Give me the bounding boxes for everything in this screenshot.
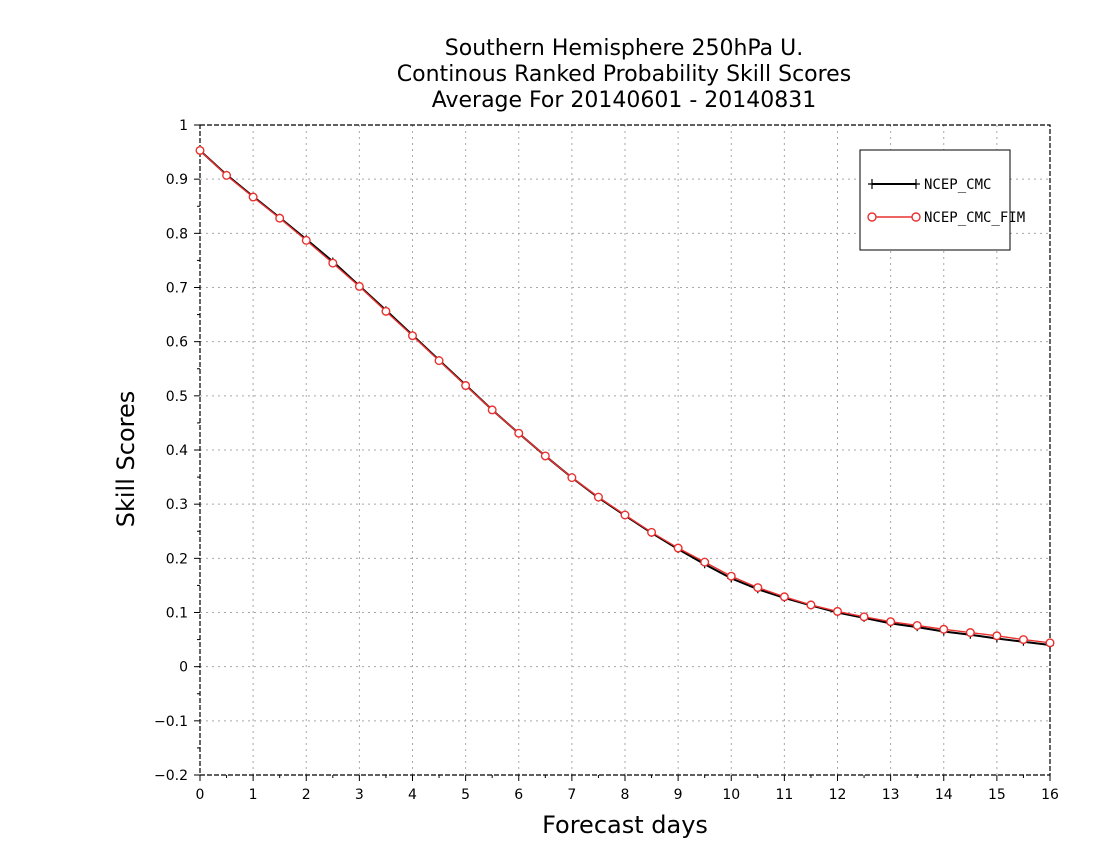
y-tick-label: 0.1 bbox=[166, 606, 188, 622]
legend-item: NCEP_CMC_FIM bbox=[867, 210, 1025, 226]
x-tick-label: 1 bbox=[249, 787, 258, 803]
data-point bbox=[992, 631, 1002, 641]
series-ncep-cmc-fim bbox=[195, 145, 1055, 648]
data-point bbox=[514, 428, 524, 438]
data-point bbox=[408, 331, 418, 341]
legend-label: NCEP_CMC_FIM bbox=[924, 210, 1025, 226]
data-point bbox=[434, 356, 444, 366]
data-point bbox=[965, 628, 975, 638]
chart-title-line-1: Southern Hemisphere 250hPa U. bbox=[444, 36, 804, 61]
data-point bbox=[1045, 638, 1055, 648]
data-point bbox=[779, 592, 789, 602]
y-tick-label: 0.4 bbox=[166, 443, 188, 459]
data-point bbox=[912, 621, 922, 631]
data-point bbox=[1018, 635, 1028, 645]
series-layer bbox=[195, 145, 1055, 649]
x-tick-label: 10 bbox=[722, 787, 740, 803]
data-point bbox=[248, 192, 258, 202]
data-point bbox=[647, 527, 657, 537]
data-point bbox=[833, 606, 843, 616]
y-tick-label: 0.2 bbox=[166, 551, 188, 567]
x-tick-label: 2 bbox=[302, 787, 311, 803]
x-tick-label: 12 bbox=[829, 787, 847, 803]
legend-marker bbox=[868, 179, 876, 189]
data-point bbox=[354, 281, 364, 291]
data-point bbox=[700, 557, 710, 567]
y-tick-label: −0.2 bbox=[154, 768, 188, 784]
y-tick-label: −0.1 bbox=[154, 714, 188, 730]
data-point bbox=[301, 235, 311, 245]
y-tick-label: 0.8 bbox=[166, 226, 188, 242]
data-point bbox=[726, 571, 736, 581]
data-point bbox=[381, 306, 391, 316]
x-tick-label: 13 bbox=[882, 787, 900, 803]
data-point bbox=[673, 543, 683, 553]
y-tick-label: 0.5 bbox=[166, 389, 188, 405]
chart-title-line-2: Continous Ranked Probability Skill Score… bbox=[396, 62, 852, 87]
legend-item: NCEP_CMC bbox=[868, 177, 991, 193]
y-tick-label: 0.7 bbox=[166, 281, 188, 297]
data-point bbox=[593, 492, 603, 502]
y-tick-label: 0.9 bbox=[166, 172, 188, 188]
data-point bbox=[859, 612, 869, 622]
data-point bbox=[939, 624, 949, 634]
x-tick-label: 7 bbox=[567, 787, 576, 803]
x-tick-label: 5 bbox=[461, 787, 470, 803]
legend: NCEP_CMC NCEP_CMC_FIM bbox=[859, 149, 1025, 251]
x-tick-label: 11 bbox=[775, 787, 793, 803]
x-tick-label: 14 bbox=[935, 787, 953, 803]
x-tick-label: 6 bbox=[514, 787, 523, 803]
y-tick-label: 0.3 bbox=[166, 497, 188, 513]
data-point bbox=[195, 145, 205, 155]
legend-label: NCEP_CMC bbox=[924, 177, 991, 193]
grid-layer bbox=[200, 125, 1050, 775]
legend-marker bbox=[911, 212, 921, 222]
legend-marker bbox=[867, 212, 877, 222]
data-point bbox=[806, 600, 816, 610]
data-point bbox=[461, 381, 471, 391]
x-tick-label: 3 bbox=[355, 787, 364, 803]
y-tick-label: 1 bbox=[179, 118, 188, 134]
chart-title-line-3: Average For 20140601 - 20140831 bbox=[431, 88, 817, 113]
x-tick-label: 8 bbox=[621, 787, 630, 803]
legend-box bbox=[859, 149, 1011, 251]
data-point bbox=[487, 405, 497, 415]
y-tick-label: 0.6 bbox=[166, 335, 188, 351]
ticks-layer: 0 1 2 3 4 5 6 7 8 9 10 11 12 13 14 15 16−0.2−0.100.10.20… bbox=[154, 118, 1059, 803]
data-point bbox=[886, 617, 896, 627]
data-point bbox=[328, 258, 338, 268]
data-point bbox=[567, 473, 577, 483]
data-point bbox=[222, 170, 232, 180]
data-point bbox=[540, 451, 550, 461]
legend-marker bbox=[912, 179, 920, 189]
y-axis-title: Skill Scores bbox=[112, 391, 140, 528]
x-tick-label: 9 bbox=[674, 787, 683, 803]
x-tick-label: 16 bbox=[1041, 787, 1059, 803]
data-point bbox=[620, 510, 630, 520]
x-axis-title: Forecast days bbox=[542, 811, 708, 839]
y-tick-label: 0 bbox=[179, 660, 188, 676]
data-point bbox=[275, 213, 285, 223]
x-tick-label: 0 bbox=[196, 787, 205, 803]
x-tick-label: 15 bbox=[988, 787, 1006, 803]
x-tick-label: 4 bbox=[408, 787, 417, 803]
data-point bbox=[753, 583, 763, 593]
